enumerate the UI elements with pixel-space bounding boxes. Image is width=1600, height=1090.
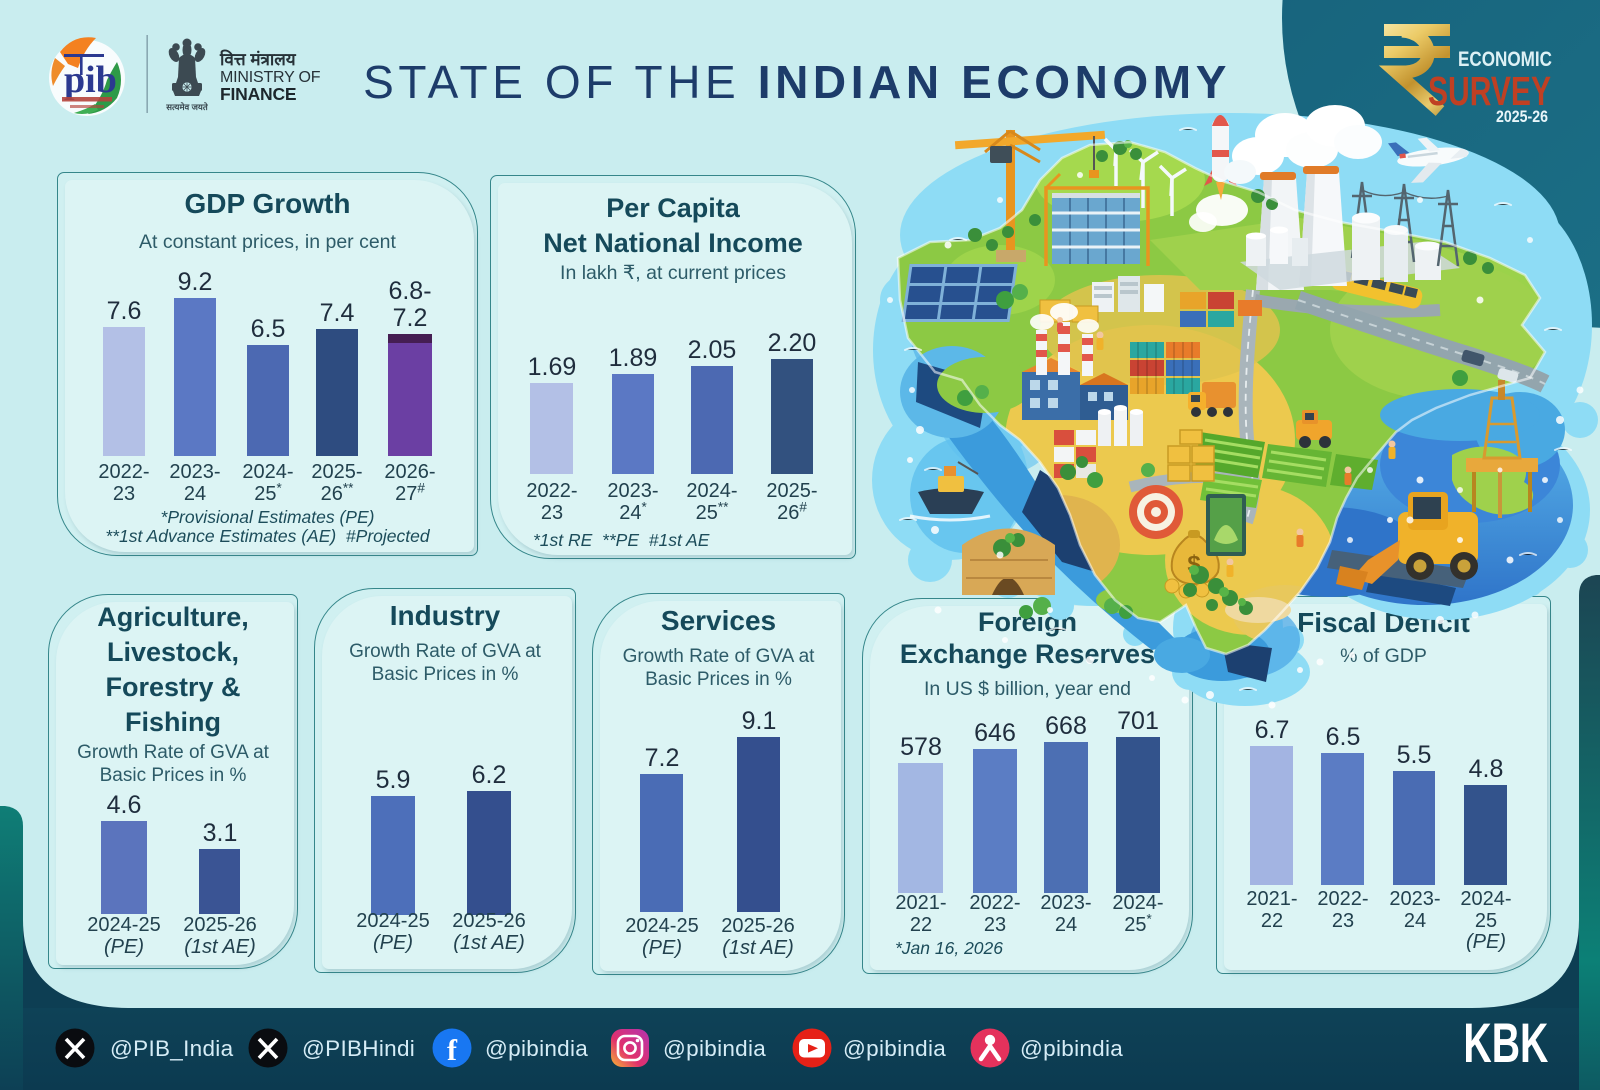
svg-text:f: f [447,1034,458,1067]
svg-text:MINISTRY OF: MINISTRY OF [220,69,321,86]
svg-text:FINANCE: FINANCE [220,84,296,104]
svg-text:ECONOMIC: ECONOMIC [1458,48,1552,71]
svg-text:2025-26: 2025-26 [1496,108,1548,126]
svg-text:SURVEY: SURVEY [1428,68,1551,114]
svg-text:वित्त मंत्रालय: वित्त मंत्रालय [219,49,297,69]
svg-text:सत्यमेव जयते: सत्यमेव जयते [165,102,209,112]
svg-text:pib: pib [64,59,117,101]
